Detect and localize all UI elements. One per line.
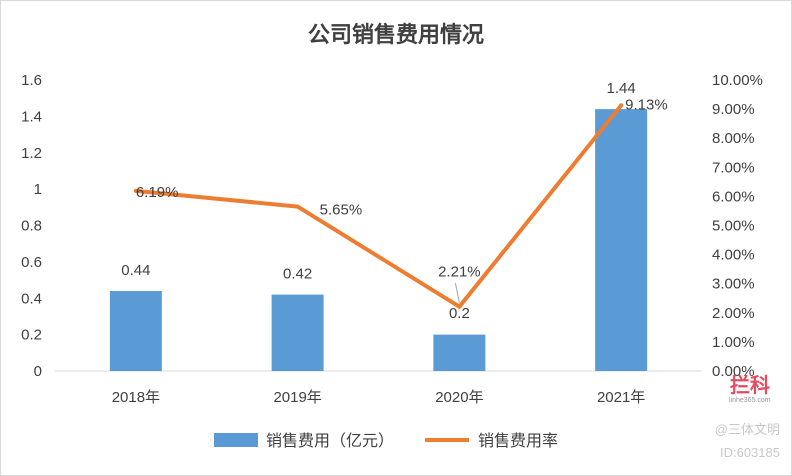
bar-data-label: 1.44 [607, 80, 636, 97]
line-point [295, 204, 300, 209]
x-category-label: 2021年 [597, 389, 645, 406]
y-left-tick-label: 1 [34, 181, 42, 198]
y-left-tick-label: 0.4 [21, 290, 42, 307]
y-left-tick-label: 0 [34, 363, 42, 380]
bar [271, 294, 324, 371]
bar-data-label: 0.2 [449, 305, 470, 322]
watermark: 拦科 linhe365.com @三体文明 ID:603185 [715, 373, 780, 460]
y-left-tick-label: 0.8 [21, 218, 42, 235]
chart-title: 公司销售费用情况 [308, 22, 484, 47]
y-left-tick-label: 0.6 [21, 254, 42, 271]
x-category-label: 2019年 [273, 389, 321, 406]
y-right-tick-label: 9.00% [712, 101, 755, 118]
y-right-tick-label: 3.00% [712, 276, 755, 293]
y-right-tick-label: 2.00% [712, 305, 755, 322]
legend-bar-swatch [214, 433, 258, 447]
y-right-tick-label: 8.00% [712, 130, 755, 147]
bar-data-label: 0.42 [283, 266, 312, 283]
watermark-line1: @三体文明 [715, 422, 780, 437]
line-data-label: 2.21% [438, 264, 481, 281]
y-right-tick-label: 0.00% [712, 363, 755, 380]
bar [109, 290, 162, 371]
bar-data-label: 0.44 [121, 262, 150, 279]
y-right-tick-label: 10.00% [712, 72, 763, 89]
watermark-site: linhe365.com [729, 397, 771, 404]
plot-area: 0 0.2 0.4 0.6 0.8 1 1.2 1.4 1.6 0.00% 1.00% 2.00% 3.… [21, 72, 763, 406]
y-left-tick-label: 0.2 [21, 327, 42, 344]
legend: 销售费用（亿元） 销售费用率 [214, 432, 558, 450]
y-left-tick-label: 1.6 [21, 72, 42, 89]
y-left-tick-label: 1.4 [21, 108, 42, 125]
line-data-label: 6.19% [136, 184, 179, 201]
line-point [457, 304, 462, 309]
y-right-tick-label: 5.00% [712, 218, 755, 235]
y-right-tick-label: 4.00% [712, 247, 755, 264]
x-category-label: 2018年 [112, 389, 160, 406]
line-point [133, 188, 138, 193]
line-series [133, 103, 624, 309]
x-category-label: 2020年 [435, 389, 483, 406]
y-right-tick-label: 6.00% [712, 188, 755, 205]
line-data-label: 9.13% [625, 96, 668, 113]
line-data-label: 5.65% [320, 202, 363, 219]
watermark-brand: 拦科 [730, 373, 770, 397]
bar [433, 334, 486, 371]
legend-line-label: 销售费用率 [478, 432, 558, 450]
y-right-tick-label: 1.00% [712, 334, 755, 351]
label-leader-line [454, 282, 460, 303]
bar [595, 109, 648, 371]
y-left-tick-label: 1.2 [21, 145, 42, 162]
line-point [619, 103, 624, 108]
legend-bar-label: 销售费用（亿元） [266, 432, 394, 450]
y-right-tick-label: 7.00% [712, 159, 755, 176]
watermark-line2: ID:603185 [720, 445, 780, 460]
